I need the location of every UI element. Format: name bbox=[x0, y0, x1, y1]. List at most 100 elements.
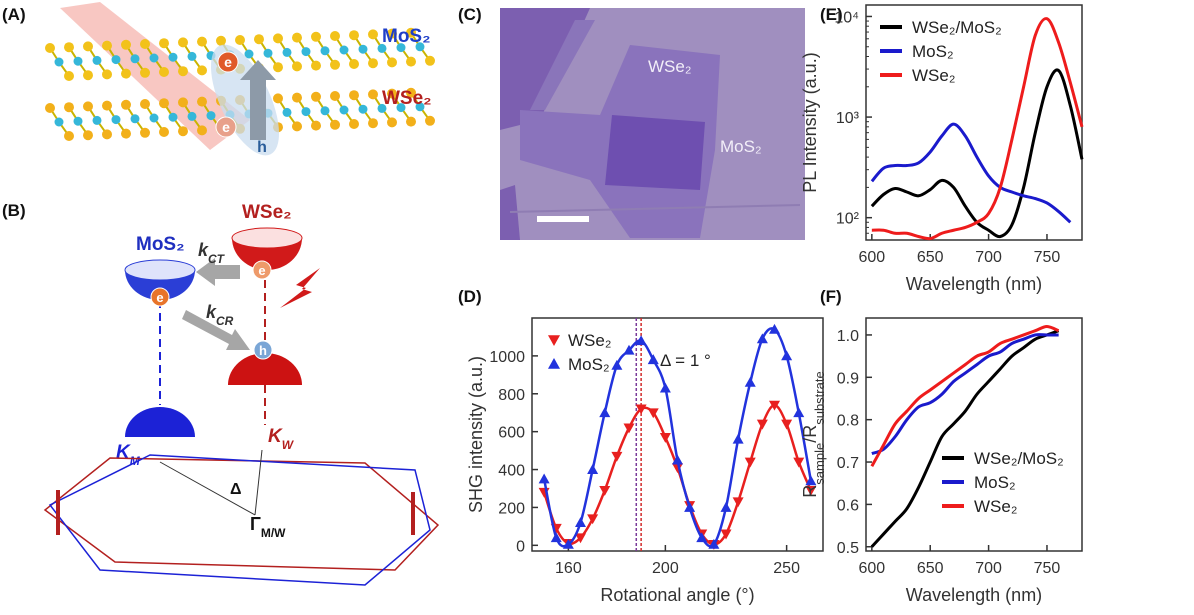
y-tick-label: 10² bbox=[836, 211, 860, 228]
data-point bbox=[660, 433, 671, 443]
electron-label: e bbox=[222, 119, 230, 135]
chalcogen-atom bbox=[140, 39, 150, 49]
data-point bbox=[781, 420, 792, 430]
angle-label: Δ bbox=[230, 481, 242, 498]
rate-subscript: CR bbox=[216, 314, 234, 328]
rate-label: kCT bbox=[198, 240, 226, 266]
chalcogen-atom bbox=[387, 57, 397, 67]
metal-atom bbox=[359, 105, 368, 114]
gamma-subscript: M/W bbox=[261, 526, 286, 540]
metal-atom bbox=[283, 48, 292, 57]
y-tick-label: 0 bbox=[516, 538, 525, 555]
brillouin-zone bbox=[45, 458, 438, 570]
chalcogen-atom bbox=[216, 36, 226, 46]
legend-label: WSe₂ bbox=[912, 66, 955, 85]
chalcogen-atom bbox=[387, 117, 397, 127]
y-tick-label: 10⁴ bbox=[834, 9, 859, 26]
hole-label: h bbox=[259, 343, 267, 358]
metal-atom bbox=[112, 55, 121, 64]
metal-atom bbox=[321, 106, 330, 115]
chalcogen-atom bbox=[178, 37, 188, 47]
metal-atom bbox=[321, 46, 330, 55]
data-point bbox=[660, 383, 671, 393]
metal-atom bbox=[55, 58, 64, 67]
x-axis-label: Wavelength (nm) bbox=[906, 585, 1042, 605]
metal-atom bbox=[93, 116, 102, 125]
data-point bbox=[624, 423, 635, 433]
layer-label: MoS₂ bbox=[382, 26, 431, 47]
flake bbox=[605, 115, 705, 190]
metal-atom bbox=[283, 108, 292, 117]
chalcogen-atom bbox=[311, 61, 321, 71]
chalcogen-atom bbox=[102, 69, 112, 79]
chalcogen-atom bbox=[425, 56, 435, 66]
y-tick-label: 1.0 bbox=[837, 328, 859, 345]
chalcogen-atom bbox=[102, 129, 112, 139]
chalcogen-atom bbox=[349, 59, 359, 69]
metal-atom bbox=[264, 49, 273, 58]
y-tick-label: 10³ bbox=[836, 110, 860, 127]
legend-marker bbox=[548, 358, 560, 369]
y-axis-label-subscript: substrate bbox=[812, 371, 827, 424]
band-valley-top bbox=[125, 260, 195, 280]
x-tick-label: 650 bbox=[917, 560, 944, 577]
electron-label: e bbox=[156, 290, 163, 305]
chalcogen-atom bbox=[64, 102, 74, 112]
chalcogen-atom bbox=[311, 121, 321, 131]
series-line bbox=[872, 70, 1082, 237]
chalcogen-atom bbox=[292, 33, 302, 43]
chalcogen-atom bbox=[45, 103, 55, 113]
chalcogen-atom bbox=[178, 126, 188, 136]
chalcogen-atom bbox=[197, 97, 207, 107]
x-tick-label: 700 bbox=[975, 560, 1002, 577]
metal-atom bbox=[74, 117, 83, 126]
data-point bbox=[648, 354, 659, 364]
metal-atom bbox=[359, 45, 368, 54]
y-tick-label: 0.6 bbox=[837, 497, 859, 514]
metal-atom bbox=[150, 114, 159, 123]
chalcogen-atom bbox=[273, 33, 283, 43]
data-point bbox=[696, 532, 707, 542]
y-tick-label: 0.9 bbox=[837, 370, 859, 387]
data-point bbox=[781, 350, 792, 360]
x-tick-label: 750 bbox=[1034, 249, 1061, 266]
chalcogen-atom bbox=[64, 42, 74, 52]
series-line bbox=[544, 405, 811, 544]
metal-atom bbox=[74, 57, 83, 66]
valley-label: KW bbox=[268, 426, 295, 452]
rate-subscript: CT bbox=[208, 252, 226, 266]
chalcogen-atom bbox=[273, 93, 283, 103]
chalcogen-atom bbox=[368, 58, 378, 68]
chalcogen-atom bbox=[45, 43, 55, 53]
legend-label: MoS₂ bbox=[912, 42, 954, 61]
y-axis-label-part: R bbox=[800, 485, 820, 498]
layer-label: WSe₂ bbox=[382, 88, 432, 109]
valley-label: KM bbox=[116, 442, 141, 468]
metal-atom bbox=[188, 112, 197, 121]
data-point bbox=[599, 407, 610, 417]
series-line bbox=[872, 124, 1070, 222]
y-tick-label: 0.8 bbox=[837, 413, 859, 430]
chalcogen-atom bbox=[121, 100, 131, 110]
x-tick-label: 700 bbox=[975, 249, 1002, 266]
legend-label: WSe₂ bbox=[568, 331, 611, 350]
data-point bbox=[745, 377, 756, 387]
x-tick-label: 600 bbox=[858, 560, 885, 577]
x-tick-label: 600 bbox=[858, 249, 885, 266]
panel-label: (A) bbox=[2, 5, 26, 24]
chalcogen-atom bbox=[292, 61, 302, 71]
chalcogen-atom bbox=[368, 89, 378, 99]
y-axis-label-part: /R bbox=[800, 425, 820, 443]
series-line bbox=[872, 335, 1059, 454]
flake-label: MoS₂ bbox=[720, 137, 762, 156]
panel-label: (D) bbox=[458, 287, 482, 306]
x-tick-label: 250 bbox=[773, 560, 800, 577]
valley-subscript: W bbox=[282, 438, 295, 452]
chart: 16020025002004006008001000Rotational ang… bbox=[466, 318, 823, 605]
hole-label: h bbox=[257, 139, 267, 156]
series-line bbox=[872, 326, 1059, 466]
x-axis-label: Wavelength (nm) bbox=[906, 274, 1042, 294]
data-point bbox=[733, 434, 744, 444]
flake-label: WSe₂ bbox=[648, 57, 691, 76]
